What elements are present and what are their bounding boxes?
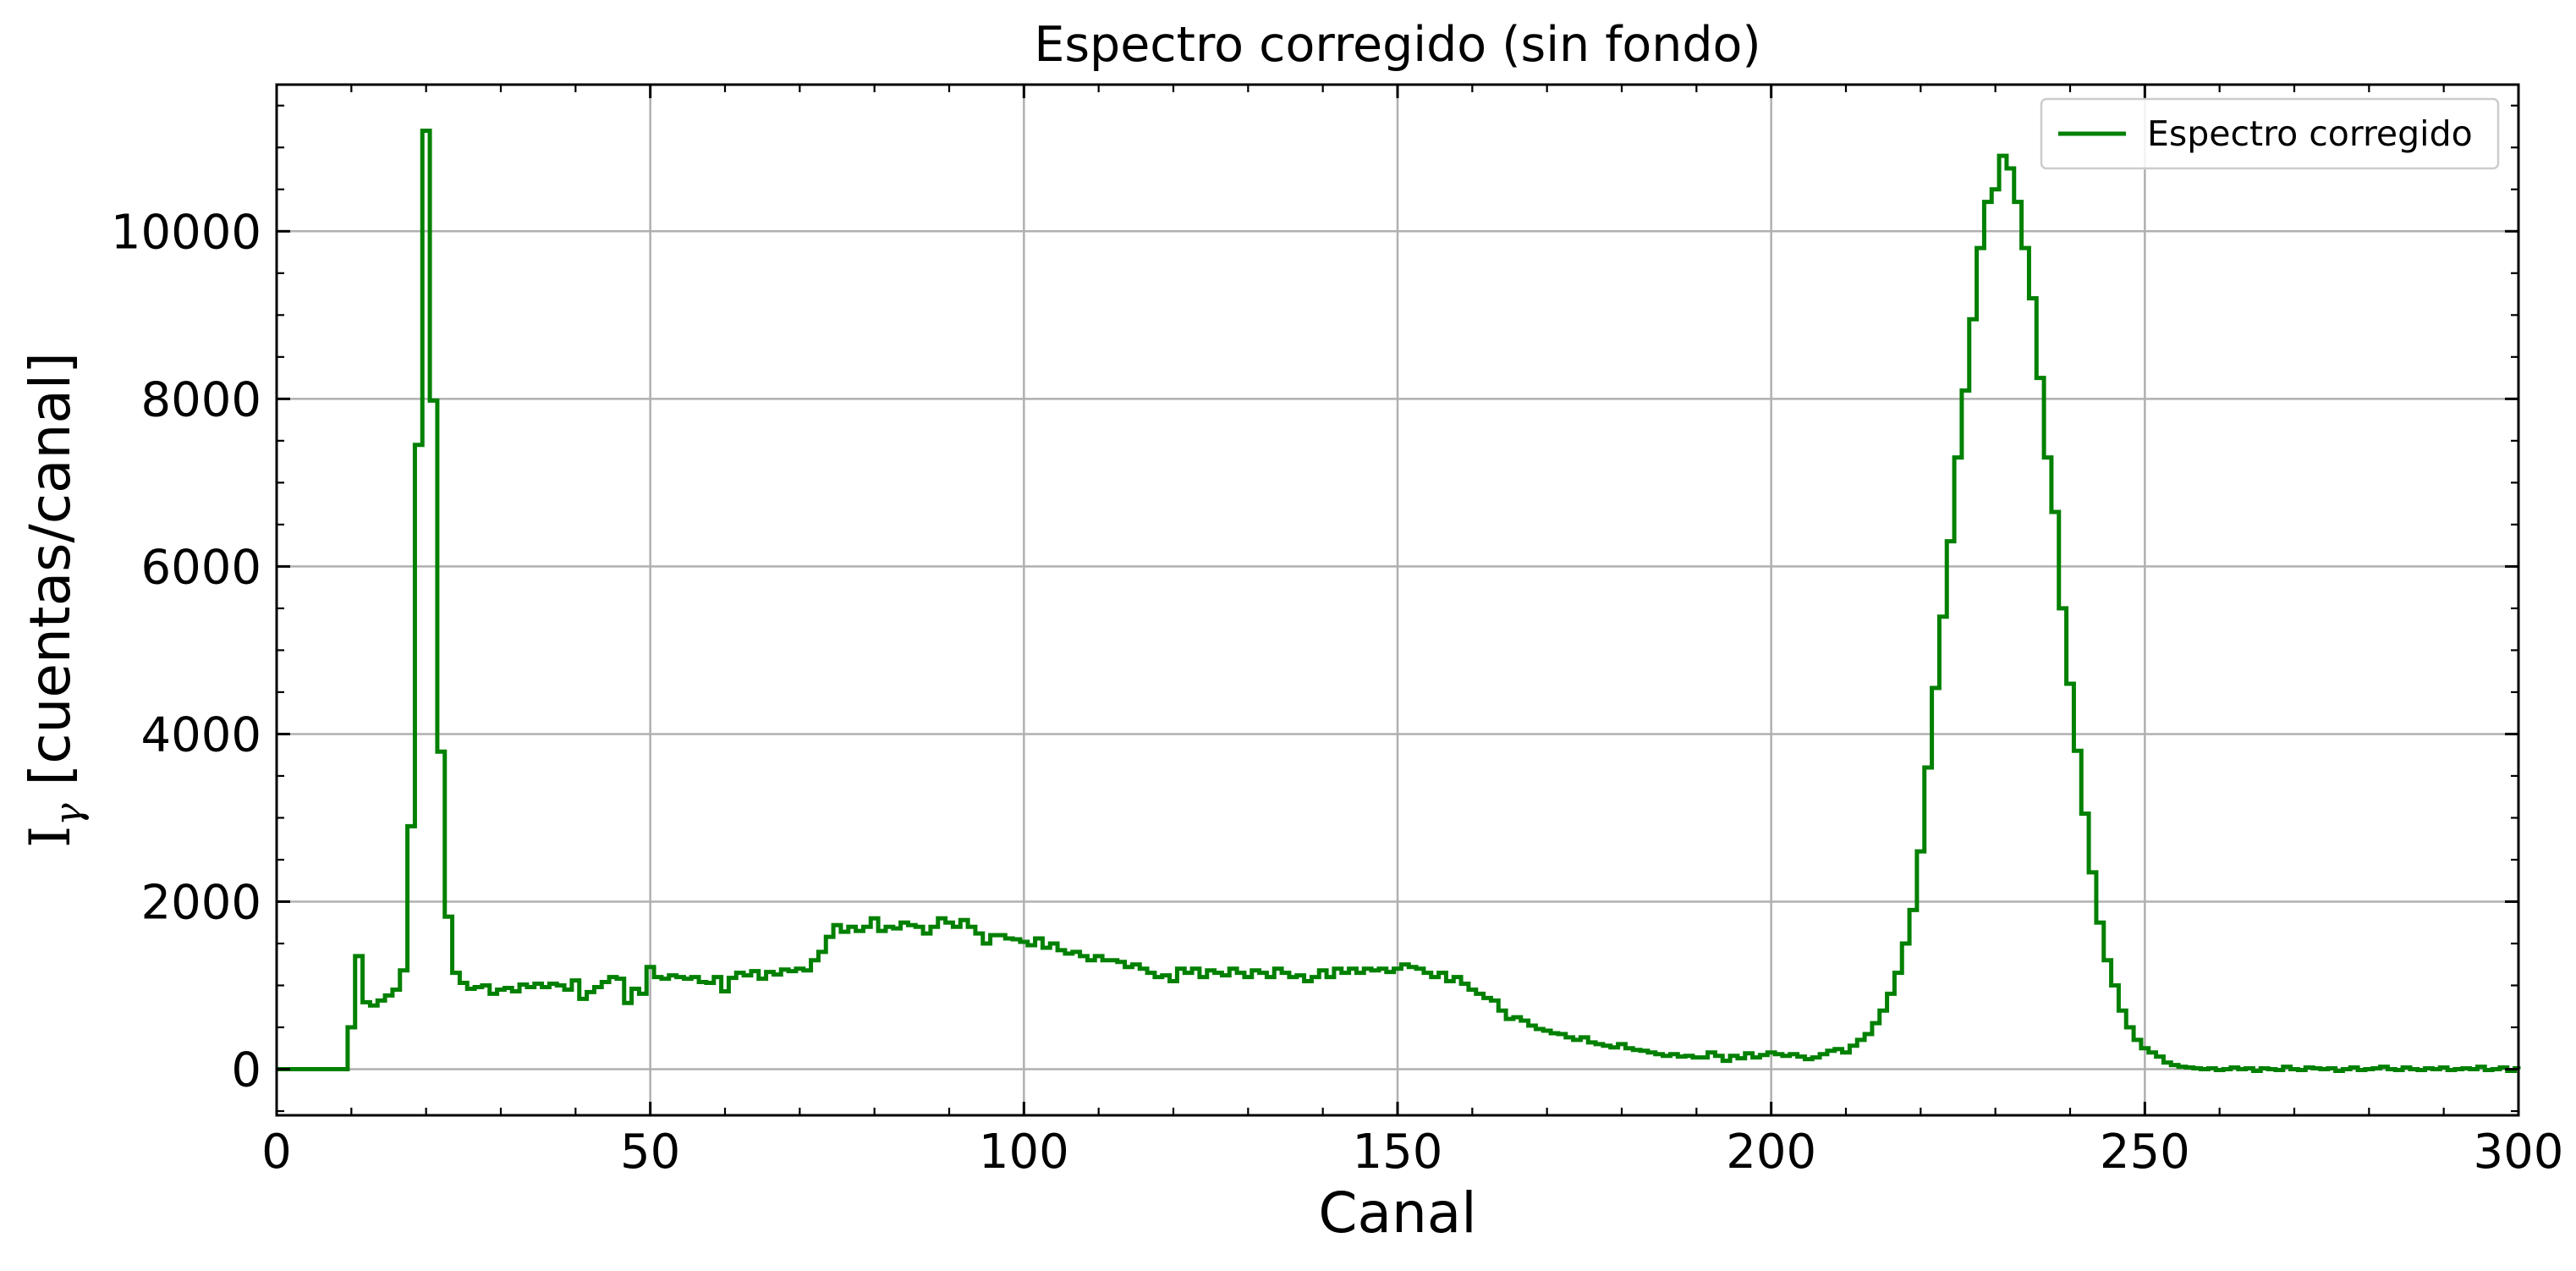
x-tick-label: 0 bbox=[261, 1125, 292, 1180]
y-axis-label-rest: [cuentas/canal] bbox=[18, 352, 83, 803]
grid-lines bbox=[277, 85, 2518, 1115]
x-tick-label: 300 bbox=[2474, 1125, 2564, 1180]
x-tick-label: 250 bbox=[2100, 1125, 2190, 1180]
y-tick-label: 0 bbox=[231, 1043, 261, 1098]
x-tick-label: 50 bbox=[620, 1125, 680, 1180]
y-axis-label-subscript: γ bbox=[47, 803, 91, 826]
series-layer bbox=[277, 128, 2521, 1074]
y-tick-label: 8000 bbox=[140, 372, 261, 427]
chart-title: Espectro corregido (sin fondo) bbox=[1034, 17, 1760, 73]
x-tick-label: 200 bbox=[1726, 1125, 1816, 1180]
legend-label: Espectro corregido bbox=[2147, 113, 2473, 154]
legend-box bbox=[2040, 97, 2500, 170]
series-line-0 bbox=[277, 128, 2521, 1074]
tick-marks bbox=[275, 85, 2520, 1115]
y-tick-label: 10000 bbox=[111, 205, 261, 260]
x-axis-label: Canal bbox=[1318, 1180, 1476, 1246]
y-tick-label: 4000 bbox=[140, 707, 261, 762]
y-tick-label: 2000 bbox=[140, 875, 261, 930]
legend: Espectro corregido bbox=[2040, 97, 2500, 170]
y-axis-label-main: I bbox=[18, 826, 83, 848]
y-tick-label: 6000 bbox=[140, 540, 261, 595]
x-tick-label: 150 bbox=[1353, 1125, 1443, 1180]
y-axis-label: Iγ [cuentas/canal] bbox=[18, 352, 91, 848]
x-tick-label: 100 bbox=[979, 1125, 1069, 1180]
y-tick-labels: 0 2000 4000 6000 8000 10000 bbox=[111, 205, 261, 1098]
x-tick-labels: 0 50 100 150 200 250 300 bbox=[261, 1125, 2563, 1180]
